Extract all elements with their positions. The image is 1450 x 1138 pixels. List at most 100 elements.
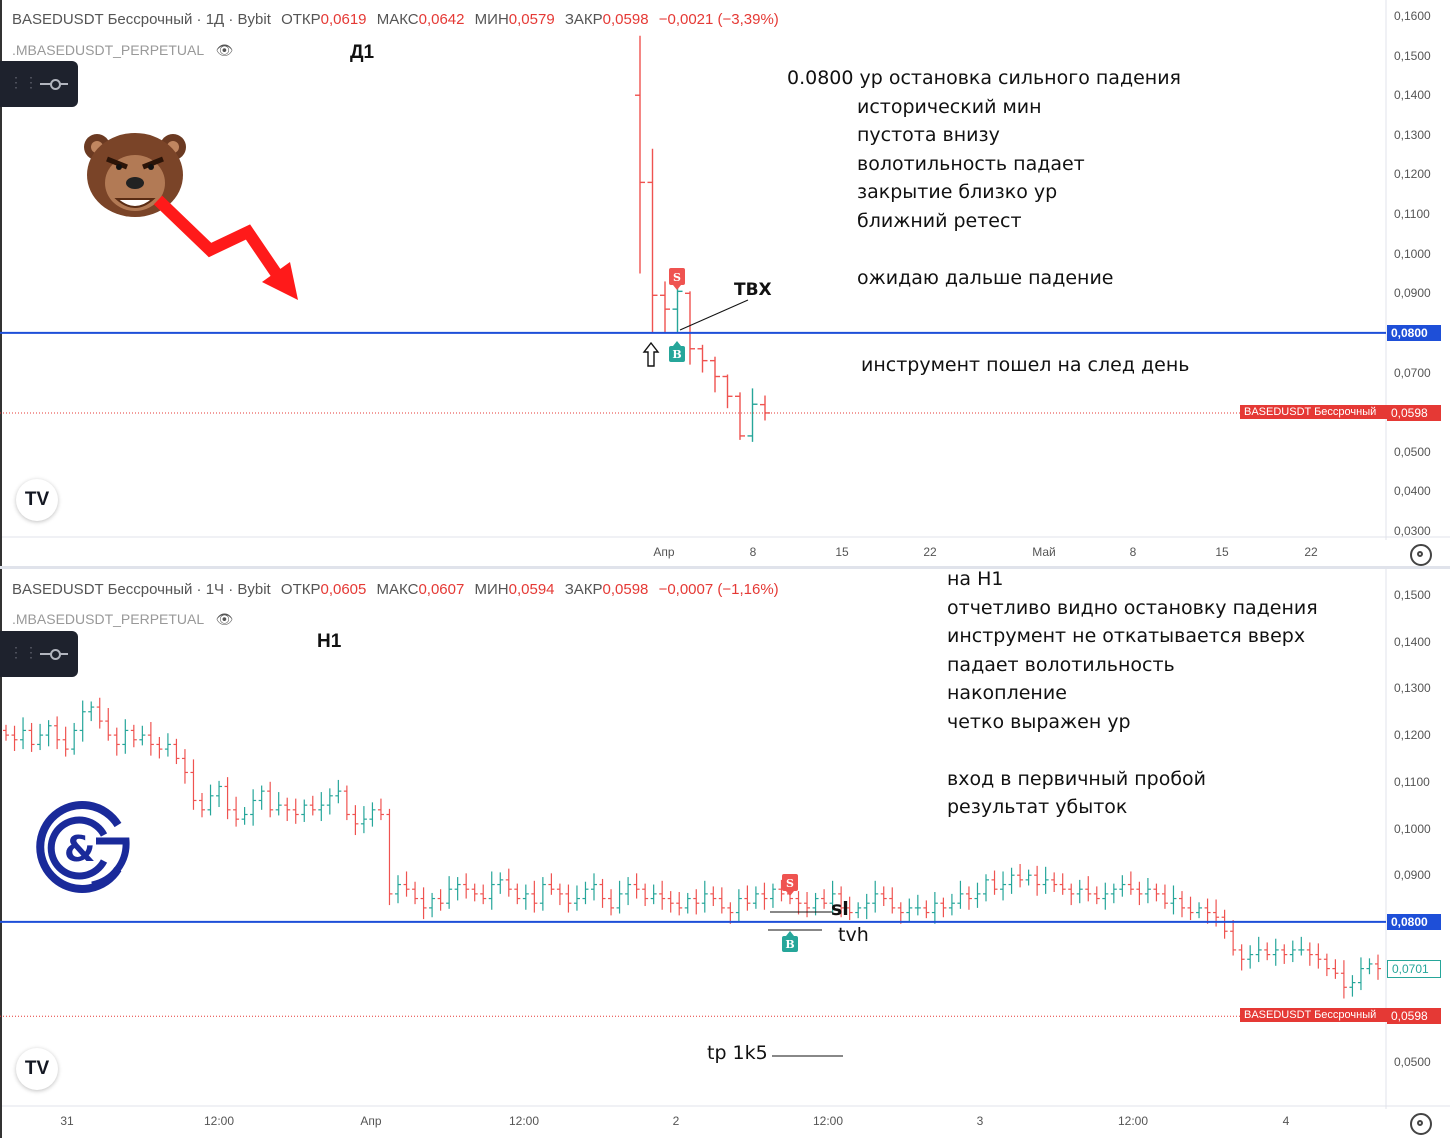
- time-tick: Апр: [360, 1114, 382, 1128]
- candle: [173, 738, 180, 765]
- candle: [616, 880, 623, 914]
- candle: [1196, 902, 1203, 919]
- price-tick: 0,0900: [1394, 286, 1431, 301]
- candle: [1255, 936, 1262, 963]
- candle: [309, 795, 316, 816]
- price-tick: 0,1300: [1394, 127, 1431, 142]
- slider-icon[interactable]: [50, 79, 61, 90]
- candle: [948, 893, 955, 916]
- time-tick: 12:00: [203, 1114, 235, 1128]
- eye-hidden-icon[interactable]: 👁︎: [215, 611, 234, 627]
- candle: [71, 722, 78, 755]
- time-tick: 31: [60, 1114, 74, 1128]
- daily-candles: [635, 35, 770, 442]
- candle: [96, 697, 103, 729]
- candle: [752, 886, 759, 909]
- candle: [761, 882, 768, 910]
- price-tick: 0,1000: [1394, 821, 1431, 836]
- candle: [480, 884, 487, 905]
- candle: [395, 875, 401, 904]
- candle: [697, 344, 708, 373]
- time-tick: Апр: [653, 545, 675, 559]
- drawing-toolbar[interactable]: ⋮⋮: [0, 61, 78, 107]
- candle: [897, 902, 904, 924]
- candle: [1136, 881, 1143, 906]
- candle: [88, 701, 95, 722]
- drawing-toolbar[interactable]: ⋮⋮: [0, 631, 78, 677]
- candle: [326, 788, 333, 815]
- candle: [735, 889, 742, 922]
- candle: [1204, 898, 1211, 924]
- candle: [821, 889, 828, 909]
- candle: [360, 806, 367, 834]
- candle: [318, 792, 325, 822]
- drag-handle-icon[interactable]: ⋮⋮: [9, 74, 39, 90]
- candle: [685, 291, 695, 365]
- tradingview-logo[interactable]: TV: [16, 479, 58, 521]
- pane-divider[interactable]: [0, 566, 1450, 569]
- candle: [642, 883, 649, 907]
- candle: [889, 887, 896, 914]
- candle: [62, 726, 69, 757]
- candle: [37, 723, 44, 751]
- time-tick: 22: [1304, 545, 1318, 559]
- candle: [1187, 896, 1194, 921]
- sell-badge: S: [669, 268, 685, 290]
- candle: [760, 395, 770, 421]
- candle: [369, 802, 376, 827]
- candle: [1102, 882, 1109, 910]
- time-tick: 22: [923, 545, 937, 559]
- candle: [301, 799, 308, 822]
- candle: [863, 893, 870, 920]
- slider-icon[interactable]: [50, 649, 61, 660]
- candle: [722, 374, 733, 409]
- price-tick: 0,0500: [1394, 444, 1431, 459]
- candle: [940, 897, 947, 918]
- candle: [1179, 891, 1185, 918]
- bear-icon: [84, 133, 186, 217]
- candle: [846, 896, 853, 921]
- time-tick: 2: [672, 1114, 680, 1128]
- candle: [1153, 883, 1160, 902]
- settings-gear-icon[interactable]: [1410, 544, 1432, 566]
- candle: [216, 780, 223, 808]
- candle: [11, 725, 18, 751]
- analysis-notes: 0.0800 ур остановка сильного падения ист…: [787, 67, 1181, 289]
- candle: [343, 785, 350, 821]
- candle: [1264, 942, 1271, 961]
- time-tick: 8: [749, 545, 757, 559]
- price-tick: 0,1400: [1394, 88, 1431, 103]
- hourly-chart-pane[interactable]: & S B BASEDUSDT Бессрочный · 1Ч · Bybit …: [0, 569, 1450, 1138]
- candle: [1272, 938, 1279, 966]
- eye-hidden-icon[interactable]: 👁︎: [215, 42, 234, 58]
- tradingview-logo[interactable]: TV: [16, 1048, 58, 1090]
- candle: [403, 871, 410, 897]
- svg-text:S: S: [673, 271, 681, 284]
- candle: [1068, 883, 1075, 906]
- candle: [454, 877, 461, 901]
- symbol-price-tag: BASEDUSDT Бессрочный: [1240, 1008, 1387, 1023]
- indicator-label: .MBASEDUSDT_PERPETUAL 👁︎: [12, 611, 234, 627]
- daily-chart-canvas[interactable]: S B: [0, 0, 1450, 567]
- candle: [1051, 872, 1058, 893]
- candle: [582, 881, 589, 905]
- candle: [1323, 953, 1330, 977]
- candle: [1085, 876, 1092, 902]
- candle: [386, 808, 393, 906]
- last-price-label: 0,0598: [1387, 1008, 1441, 1025]
- daily-chart-pane[interactable]: S B BASEDUSDT Бессрочный · 1Д · Bybit ОТ…: [0, 0, 1450, 567]
- candle: [778, 879, 785, 902]
- drag-handle-icon[interactable]: ⋮⋮: [9, 644, 39, 660]
- candle: [804, 892, 811, 918]
- candle: [28, 722, 35, 752]
- current-price-label: 0,0701: [1387, 960, 1441, 979]
- candle: [1298, 936, 1305, 956]
- candle: [1008, 867, 1015, 894]
- candle: [1230, 920, 1237, 956]
- candle: [727, 902, 734, 924]
- candle: [522, 884, 529, 910]
- candle: [1221, 909, 1228, 939]
- settings-gear-icon[interactable]: [1410, 1113, 1432, 1135]
- candle: [693, 889, 700, 915]
- price-tick: 0,1500: [1394, 48, 1431, 63]
